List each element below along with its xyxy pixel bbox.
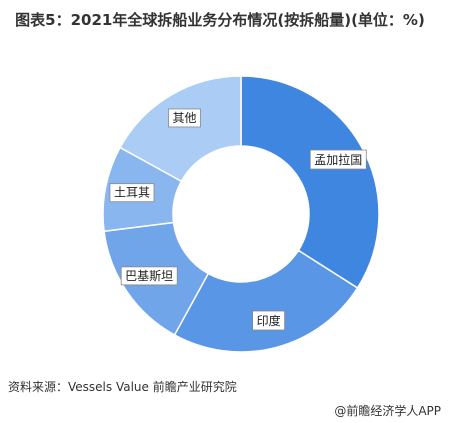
label-box <box>252 310 286 331</box>
footer: @前瞻经济学人APP <box>334 404 441 418</box>
slice-label: 其他 <box>172 111 196 125</box>
chart-title: 图表5：2021年全球拆船业务分布情况(按拆船量)(单位：%) <box>15 11 425 29</box>
label-box <box>309 149 367 170</box>
label-box <box>168 108 201 128</box>
donut-slice <box>240 75 380 289</box>
donut-slice <box>173 249 359 353</box>
slice-label: 孟加拉国 <box>314 152 362 167</box>
slice-label: 巴基斯坦 <box>125 269 173 283</box>
donut-slice <box>119 75 242 183</box>
label-box <box>120 266 178 286</box>
slice-label: 印度 <box>257 313 281 328</box>
slice-label: 土耳其 <box>114 186 150 200</box>
source-note: 资料来源：Vessels Value 前瞻产业研究院 <box>8 380 237 394</box>
label-box <box>109 183 155 203</box>
